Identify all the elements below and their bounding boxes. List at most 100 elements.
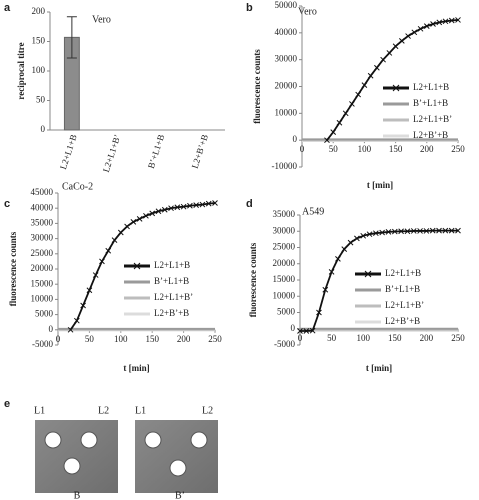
marker [391,228,398,235]
x-tick-label: L2+B’+B [190,133,210,170]
y-tick-label: 10000 [273,290,296,300]
x-tick-label: 200 [420,333,434,343]
marker [130,219,137,225]
well-label: L2 [202,405,213,416]
x-tick-label: 0 [56,334,61,344]
marker [355,91,362,98]
marker [372,230,379,237]
marker [330,129,337,135]
well [80,431,98,449]
marker [212,200,218,206]
panel-label: d [246,198,253,210]
y-tick-label: 0 [49,324,54,334]
marker [322,286,329,293]
marker [155,208,162,215]
y-tick-label: 40000 [31,202,54,212]
marker [111,237,118,243]
marker [174,204,181,211]
marker [199,201,206,208]
y-tick-label: -10000 [272,161,298,171]
y-tick-label: 30000 [275,54,298,64]
y-tick-label: 40000 [275,27,298,37]
marker [316,309,322,316]
marker [105,247,112,254]
x-tick-label: 150 [145,334,159,344]
annotation: A549 [302,206,324,217]
y-tick-label: 150 [32,36,46,46]
x-tick-label: B’+L1+B [146,133,166,170]
marker [324,137,330,144]
marker [455,17,461,23]
legend-label: B’+L1+B [385,284,420,294]
panel-label: a [4,2,11,14]
marker [380,56,386,63]
y-tick-label: 50 [36,95,46,105]
well-label: L1 [135,405,146,416]
panel: a Vero reciprocal titre 0 50 100 150 200 L2+L1+B… [4,2,225,173]
y-tick-label: 15000 [273,274,296,284]
x-tick-label: 100 [356,333,370,343]
marker [187,202,193,209]
x-tick-label: 150 [388,333,402,343]
y-tick-label: 100 [32,65,46,75]
well [169,459,187,477]
x-tick-label: 150 [389,144,403,154]
marker [379,229,386,236]
y-tick-label: 45000 [31,187,54,197]
marker [354,235,360,242]
marker [448,227,455,234]
legend-label: L2+L1+B [385,268,421,278]
marker [404,228,411,235]
legend-label: B’+L1+B [154,276,189,286]
marker [386,50,393,56]
y-tick-label: 5000 [35,309,54,319]
marker [73,317,80,324]
y-tick-label: 0 [293,134,298,144]
legend-label: L2+B’+B [154,308,189,318]
marker [442,18,449,25]
marker [423,23,430,29]
marker [341,246,348,252]
y-tick-label: 10000 [275,107,298,117]
image-caption: B’ [175,490,185,500]
x-tick-label: 250 [451,333,465,343]
legend-label: L2+L1+B [413,82,449,92]
marker [168,205,174,212]
marker [417,228,423,234]
panel-label: e [4,398,10,410]
marker [367,72,374,79]
x-tick-label: 100 [358,144,372,154]
marker [86,287,93,294]
marker [392,43,399,50]
marker [336,119,343,126]
y-axis-title: fluorescence counts [8,231,18,306]
marker [99,258,105,265]
marker [309,327,316,334]
x-tick-label: 50 [85,334,95,344]
x-tick-label: 50 [327,333,337,343]
y-tick-label: 15000 [31,278,54,288]
well [190,431,208,449]
marker [361,82,368,89]
marker [349,101,355,107]
annotation: CaCo-2 [62,181,93,192]
well-label: L2 [98,405,109,416]
y-tick-label: 20000 [275,81,298,91]
marker [360,232,367,239]
y-tick-label: 50000 [275,0,298,10]
panel-e: e L1 L2 B L1 L2 B’ [4,398,218,500]
x-tick-label: 200 [420,144,434,154]
marker [161,206,168,213]
marker [448,17,455,24]
marker [411,29,418,36]
marker [67,326,74,333]
marker [136,215,143,222]
series-line [69,202,216,331]
legend-marker [133,262,141,270]
marker [205,200,212,207]
marker [430,21,436,27]
y-tick-label: 30000 [273,225,296,235]
marker [92,272,99,278]
